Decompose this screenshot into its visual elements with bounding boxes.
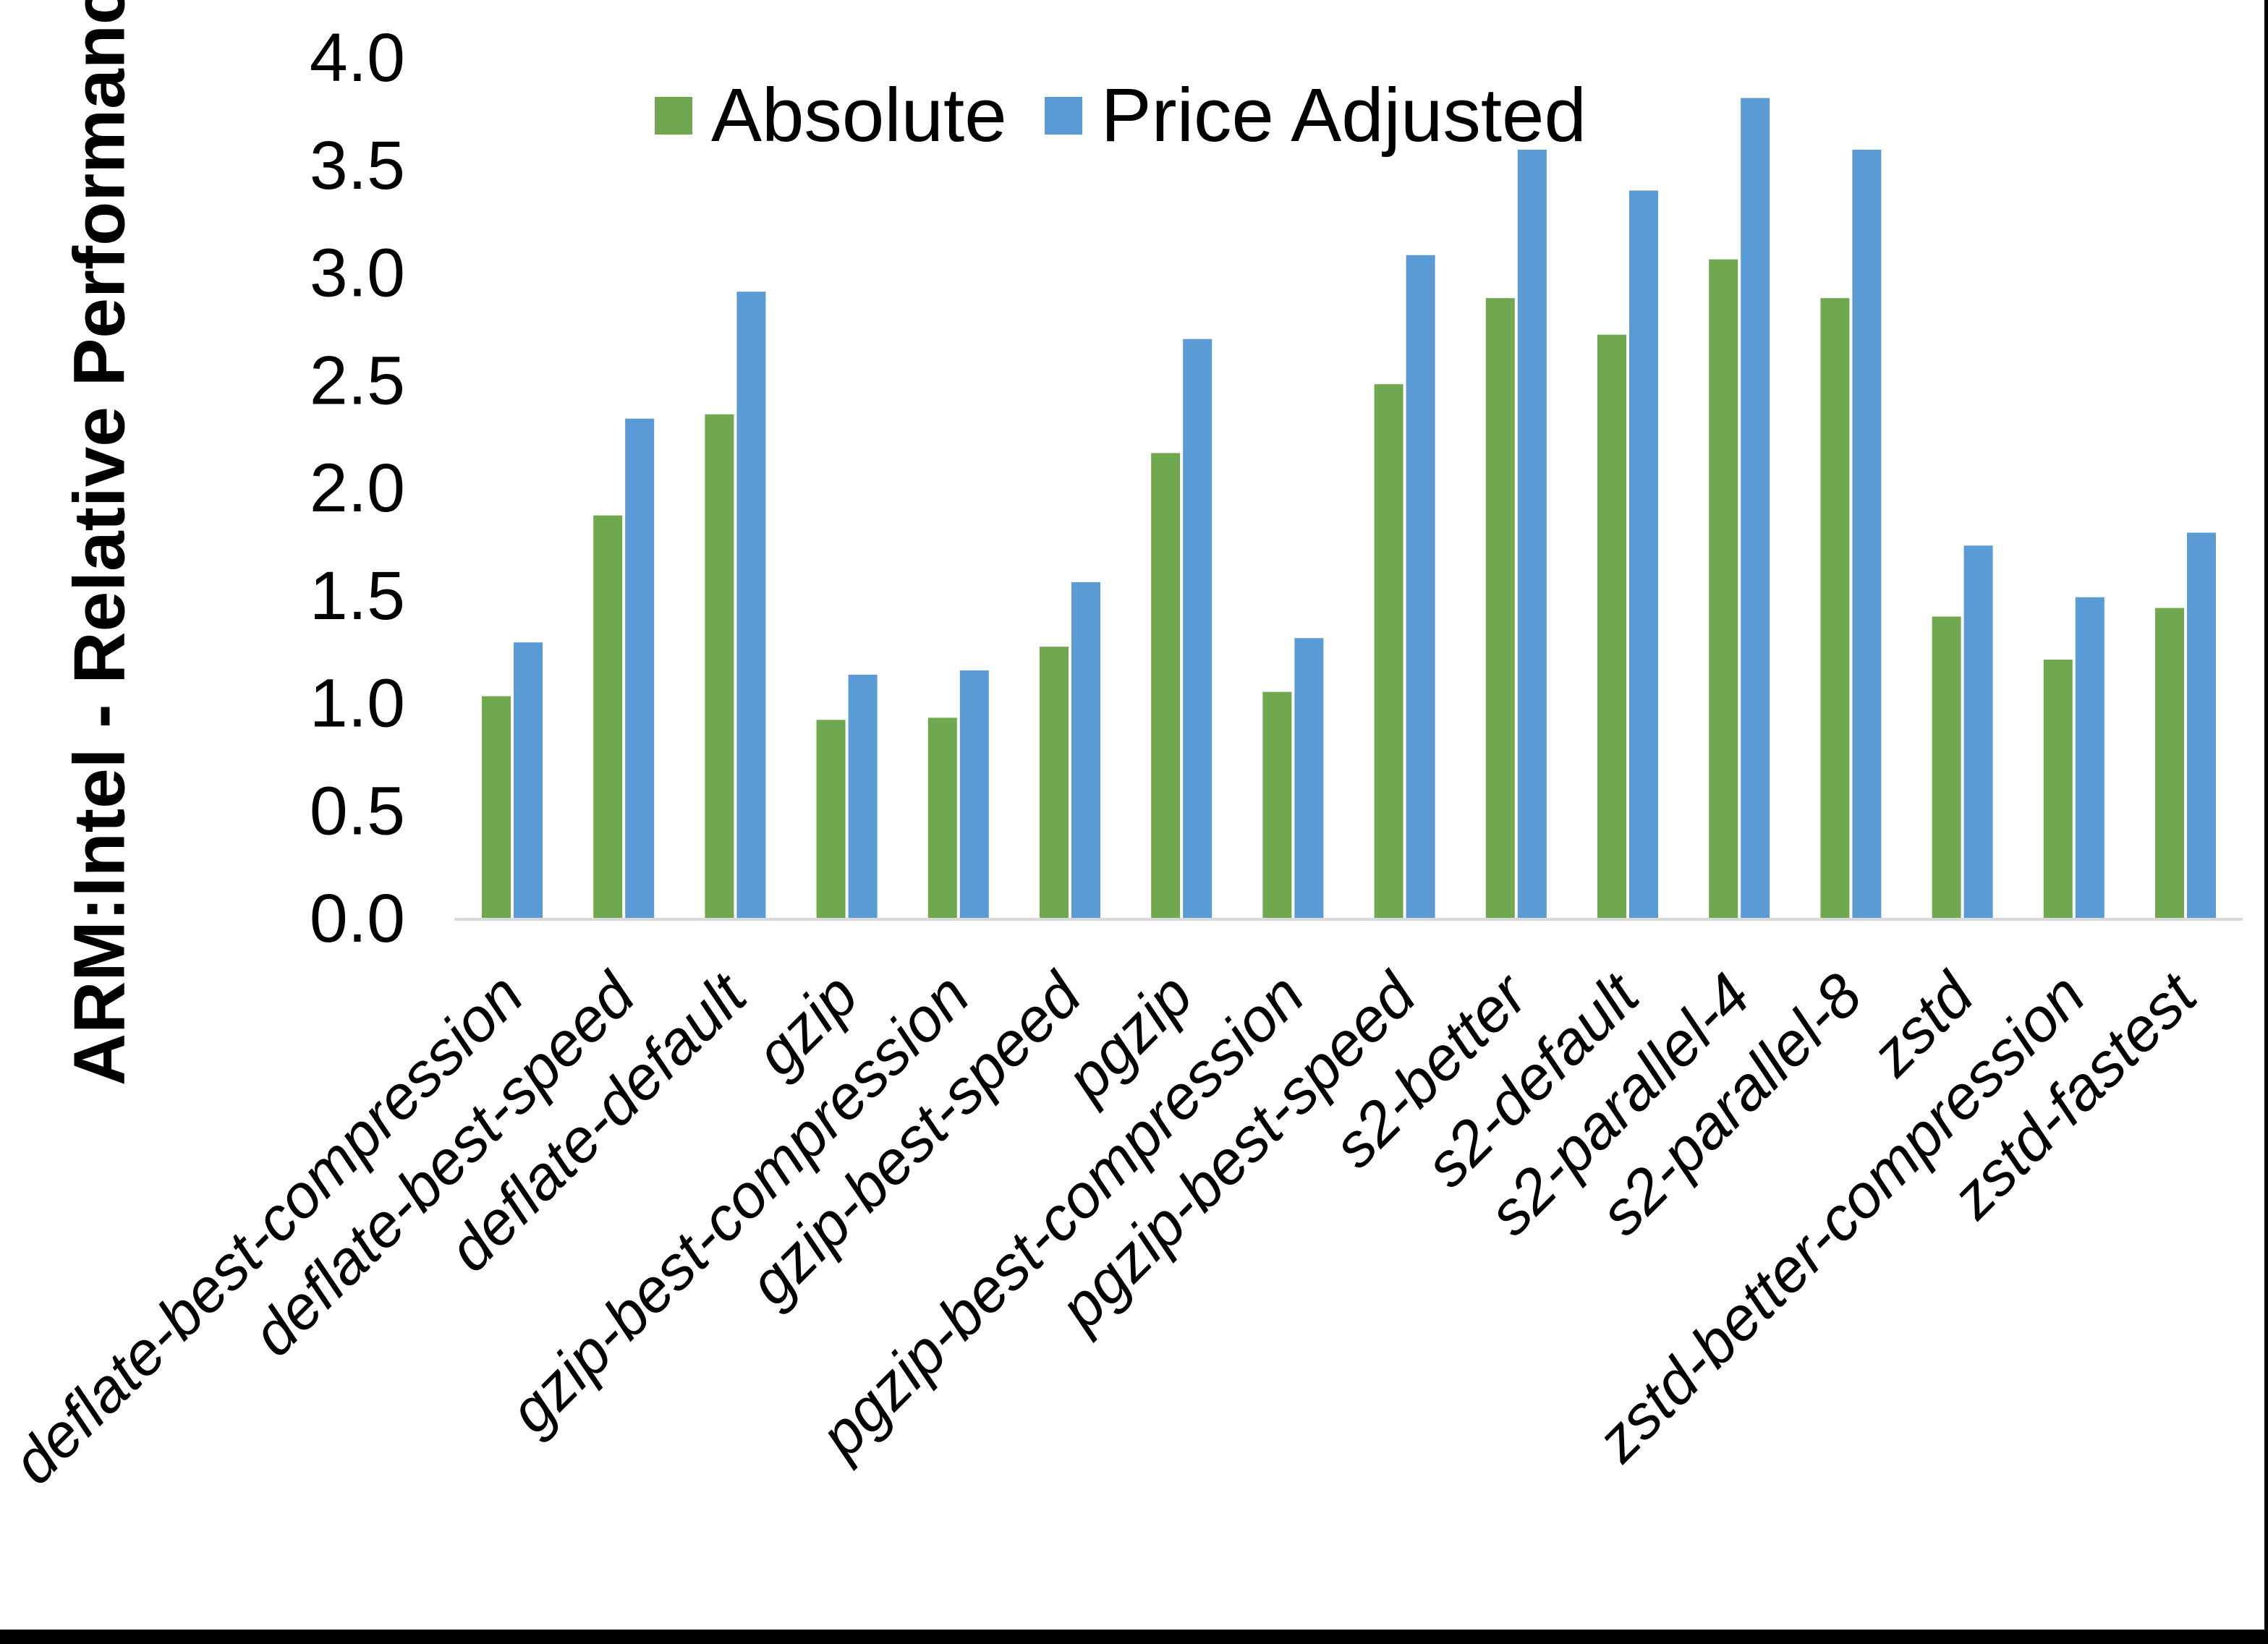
legend-item-absolute: Absolute [655,72,1007,159]
y-tick-label: 4.0 [310,20,405,96]
bar-price-adjusted-pgzip [1183,338,1212,919]
bar-price-adjusted-deflate-best-speed [625,418,655,918]
bar-price-adjusted-pgzip-best-compression [1294,638,1324,918]
bar-price-adjusted-s2-parallel-4 [1741,98,1770,918]
bar-absolute-zstd-fastest [2155,608,2184,918]
bar-absolute-deflate-default [705,414,734,918]
legend-swatch-absolute [655,97,692,135]
bar-price-adjusted-deflate-default [736,291,766,918]
legend-label-absolute: Absolute [711,73,1007,158]
legend-swatch-price-adjusted [1044,97,1082,135]
bar-absolute-s2-default [1597,334,1626,918]
bar-price-adjusted-gzip-best-compression [959,670,989,918]
y-tick-label: 2.0 [310,450,405,527]
y-tick-label: 3.5 [310,127,405,204]
bar-absolute-zstd-better-compression [2043,660,2073,918]
bar-price-adjusted-zstd [1963,545,1993,918]
bar-absolute-pgzip-best-compression [1262,691,1292,918]
bar-price-adjusted-pgzip-best-speed [1406,255,1435,918]
y-tick-label: 1.0 [310,665,405,742]
bar-price-adjusted-s2-parallel-8 [1852,149,1882,918]
y-tick-label: 3.0 [310,235,405,312]
bar-absolute-zstd [1932,616,1961,918]
bar-price-adjusted-deflate-best-compression [514,642,543,918]
legend-item-price-adjusted: Price Adjusted [1044,72,1587,159]
bar-price-adjusted-gzip [848,674,878,918]
y-tick-label: 0.0 [310,880,405,957]
bar-absolute-gzip [816,720,846,918]
bar-absolute-pgzip-best-speed [1374,384,1403,918]
bar-absolute-gzip-best-compression [927,717,957,918]
bar-price-adjusted-zstd-fastest [2187,532,2216,918]
bar-absolute-s2-parallel-8 [1820,298,1850,918]
bar-price-adjusted-zstd-better-compression [2075,597,2105,918]
y-tick-label: 1.5 [310,558,405,634]
bar-absolute-deflate-best-compression [482,696,511,918]
x-axis-line [454,918,2243,921]
bar-absolute-s2-better [1485,298,1515,918]
bar-absolute-gzip-best-speed [1040,647,1069,918]
bar-price-adjusted-s2-default [1629,190,1658,918]
legend-label-price-adjusted: Price Adjusted [1100,73,1587,158]
bar-price-adjusted-gzip-best-speed [1071,582,1100,918]
bar-absolute-s2-parallel-4 [1709,259,1738,918]
bar-absolute-pgzip [1151,453,1181,918]
bar-absolute-deflate-best-speed [593,515,623,918]
y-tick-label: 2.5 [310,342,405,419]
legend: Absolute Price Adjusted [655,72,1624,159]
y-tick-label: 0.5 [310,772,405,849]
bar-price-adjusted-s2-better [1517,149,1547,918]
